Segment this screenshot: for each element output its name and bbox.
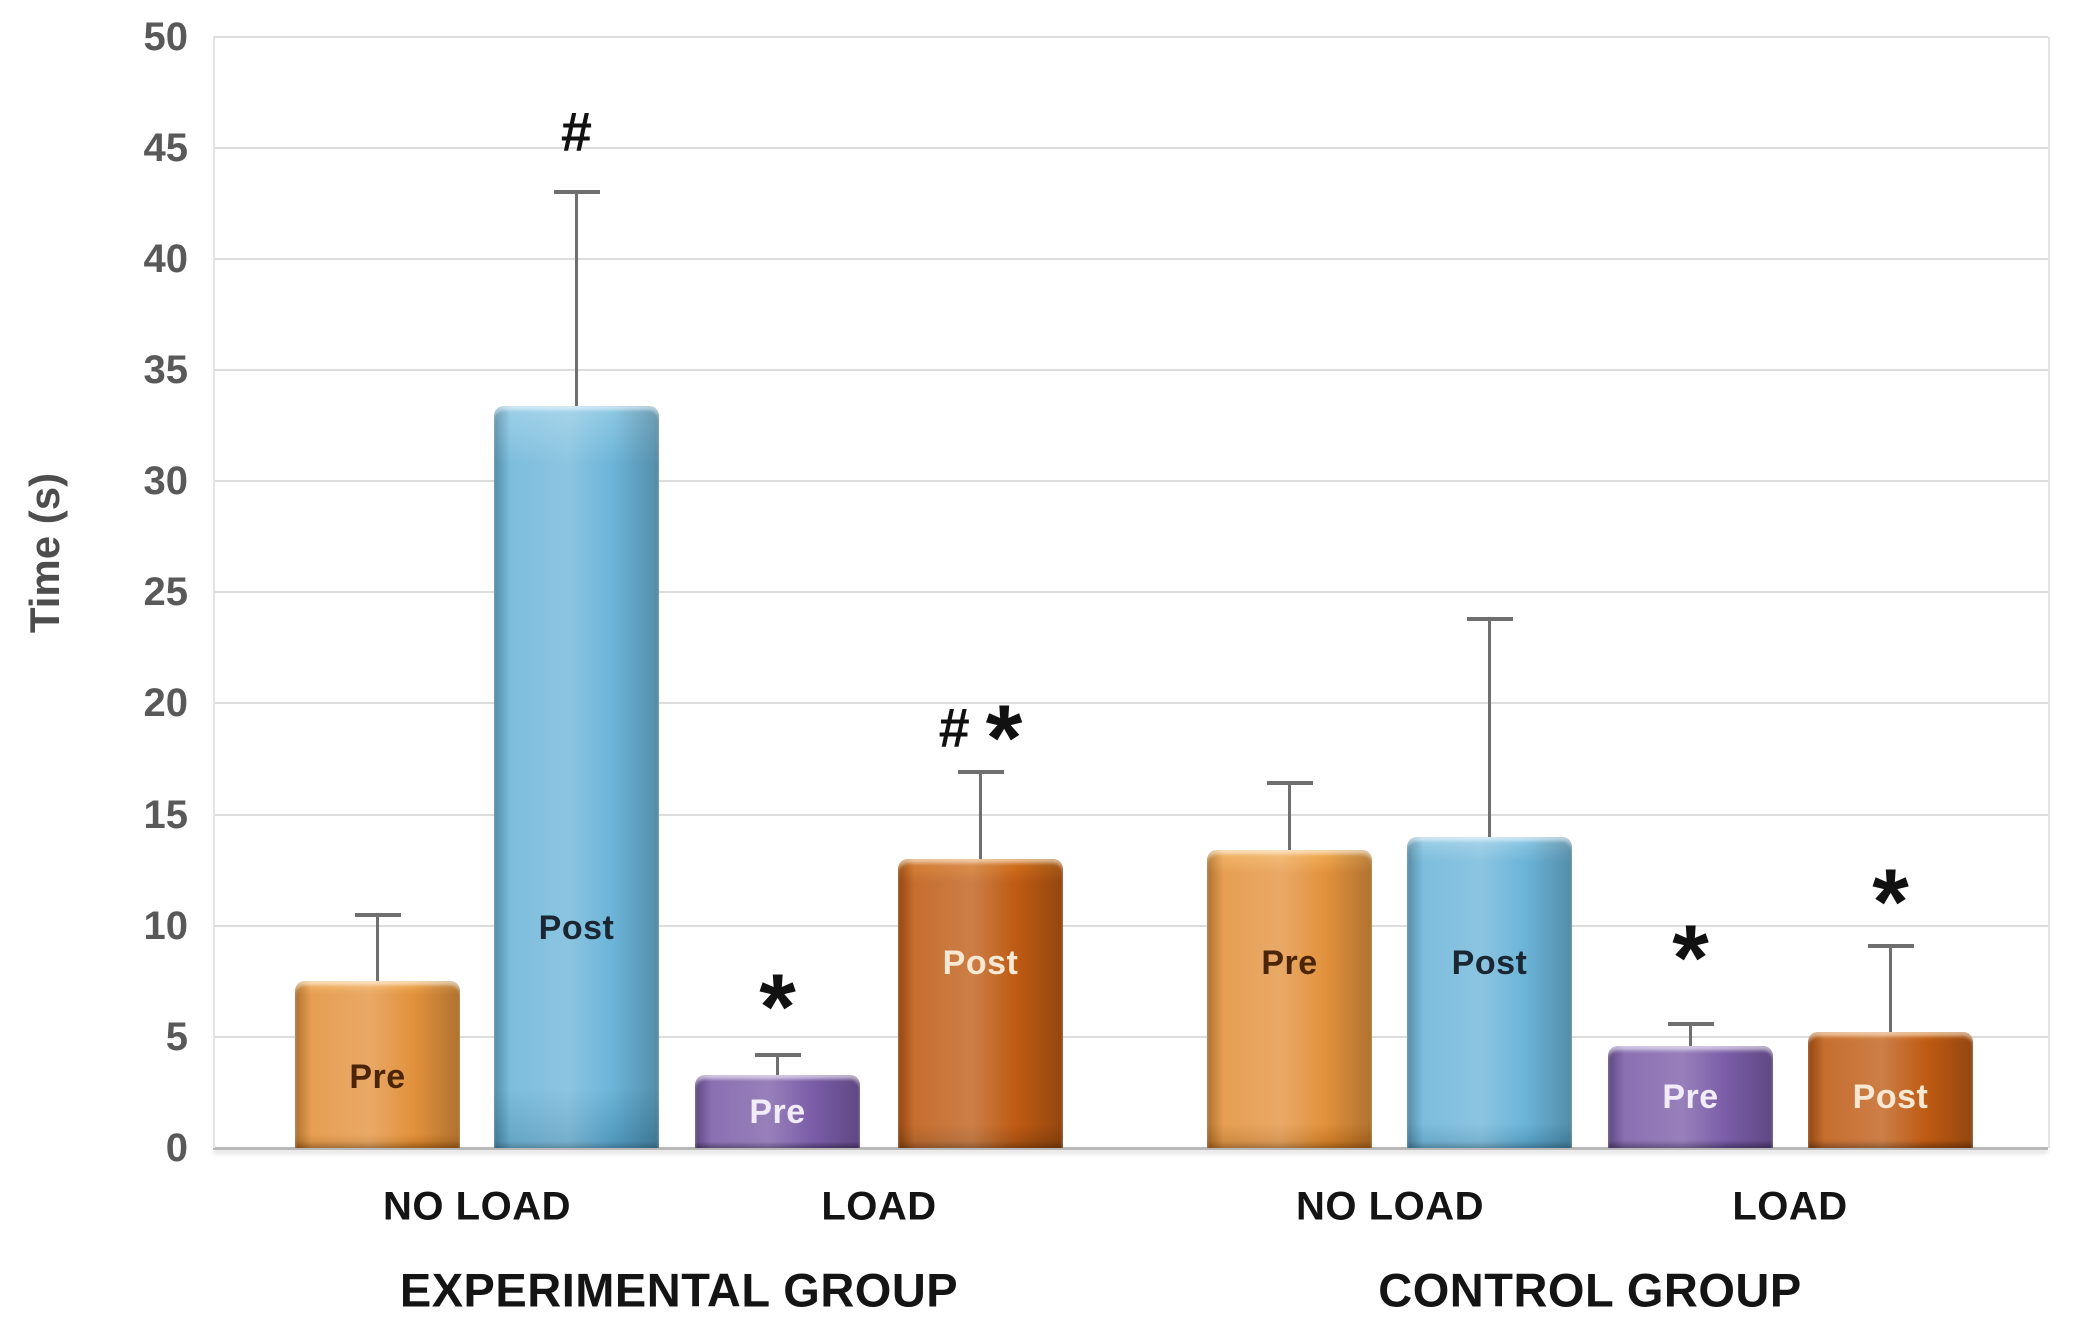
significance-annotation: *: [759, 950, 796, 1053]
error-bar-stem: [979, 772, 982, 859]
error-bar-stem: [1889, 945, 1892, 1033]
error-bar-cap: [1266, 781, 1313, 786]
gridline: [213, 591, 2048, 594]
bar-series-label: Post: [1852, 1077, 1929, 1116]
error-bar-stem: [575, 192, 578, 406]
group-label: CONTROL GROUP: [1378, 1263, 1802, 1317]
error-bar-cap: [1867, 943, 1914, 948]
bar-pre-6: Pre: [1608, 1045, 1773, 1148]
error-bar-cap: [754, 1052, 801, 1057]
bar-series-label: Pre: [1261, 944, 1318, 983]
bar-post-1: Post: [494, 405, 659, 1148]
asterisk-marker: *: [1872, 849, 1909, 955]
gridline: [213, 257, 2048, 260]
gridline: [213, 813, 2048, 816]
category-label: LOAD: [1732, 1184, 1848, 1229]
gridline: [213, 924, 2048, 927]
bar-post-3: Post: [898, 859, 1063, 1148]
bar-series-label: Pre: [749, 1093, 806, 1132]
error-bar-cap: [553, 190, 600, 195]
y-tick-label: 0: [165, 1126, 188, 1170]
y-tick-label: 35: [143, 347, 189, 392]
error-bar-stem: [1288, 783, 1291, 851]
y-tick-label: 10: [143, 903, 189, 948]
bar-post-7: Post: [1808, 1032, 1973, 1148]
bar-series-label: Post: [942, 944, 1019, 983]
error-bar-stem: [376, 914, 379, 982]
bar-pre-4: Pre: [1207, 850, 1372, 1148]
y-tick-label: 50: [143, 14, 189, 59]
hash-marker: #: [938, 695, 970, 759]
y-tick-label: 30: [143, 459, 189, 504]
category-label: NO LOAD: [1296, 1184, 1484, 1229]
bar-series-label: Pre: [349, 1057, 406, 1096]
asterisk-marker: *: [1672, 904, 1709, 1010]
plot-right-border: [2048, 36, 2050, 1148]
error-bar-cap: [1667, 1021, 1714, 1026]
error-bar-cap: [354, 912, 401, 917]
significance-annotation: *: [1872, 845, 1909, 949]
y-tick-label: 45: [143, 125, 189, 170]
category-label: LOAD: [821, 1184, 937, 1229]
error-bar-stem: [1488, 618, 1491, 837]
y-tick-label: 5: [165, 1014, 188, 1059]
error-bar-stem: [776, 1054, 779, 1075]
y-tick-label: 15: [143, 792, 189, 837]
y-tick-label: 20: [143, 681, 189, 726]
gridline: [213, 368, 2048, 371]
gridline: [213, 480, 2048, 483]
gridline: [213, 146, 2048, 149]
error-bar-stem: [1689, 1023, 1692, 1046]
plot-left-border: [213, 36, 215, 1148]
bar-series-label: Pre: [1662, 1077, 1719, 1116]
bar-pre-0: Pre: [295, 981, 460, 1148]
error-bar-cap: [1466, 616, 1513, 621]
bar-series-label: Post: [538, 908, 615, 947]
y-tick-label: 25: [143, 570, 189, 615]
category-label: NO LOAD: [383, 1184, 571, 1229]
significance-annotation: # *: [938, 681, 1023, 784]
gridline: [213, 702, 2048, 705]
asterisk-marker: *: [759, 953, 796, 1059]
significance-annotation: #: [561, 104, 592, 160]
group-label: EXPERIMENTAL GROUP: [399, 1263, 959, 1317]
hash-marker: #: [560, 100, 593, 164]
gridline: [213, 1035, 2048, 1038]
bar-series-label: Post: [1451, 944, 1528, 983]
bar-post-5: Post: [1407, 836, 1572, 1148]
x-axis-line: [213, 1147, 2048, 1150]
significance-annotation: *: [1672, 901, 1709, 1004]
y-tick-label: 40: [143, 236, 189, 281]
gridline: [213, 35, 2048, 38]
bar-pre-2: Pre: [695, 1074, 860, 1148]
error-bar-cap: [957, 770, 1004, 775]
asterisk-marker: *: [985, 684, 1023, 790]
